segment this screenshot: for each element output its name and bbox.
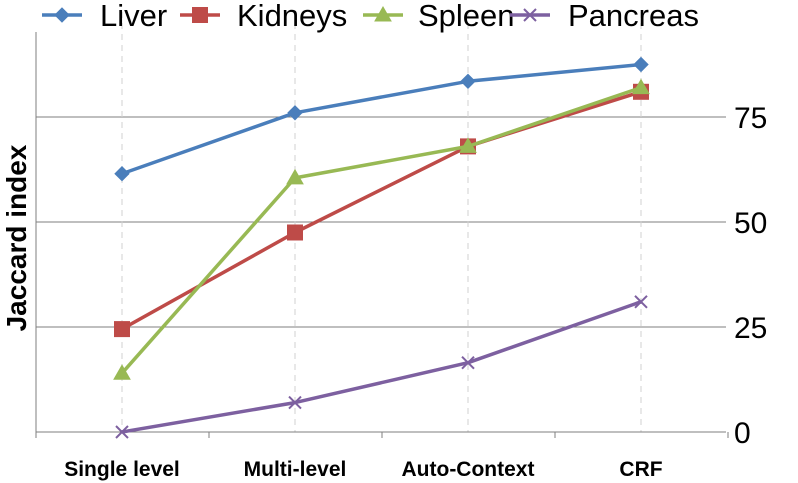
x-category-label-3: CRF <box>619 458 662 481</box>
legend-label-liver: Liver <box>100 0 167 33</box>
data-point-pancreas-3 <box>634 295 648 309</box>
series-layer <box>113 56 650 439</box>
legend-item-pancreas: Pancreas <box>510 0 699 33</box>
legend-label-spleen: Spleen <box>418 0 515 33</box>
data-point-spleen-3 <box>632 78 650 95</box>
y-tick-label-75: 75 <box>734 102 767 135</box>
data-point-liver-0 <box>114 165 130 182</box>
y-tick-label-50: 50 <box>734 207 767 240</box>
data-point-spleen-1 <box>286 168 304 185</box>
y-axis-label: Jaccard index <box>1 144 32 331</box>
series-kidneys <box>114 83 649 338</box>
legend-item-liver: Liver <box>42 0 167 33</box>
data-point-pancreas-0 <box>115 425 129 439</box>
legend-marker-kidneys <box>192 7 208 23</box>
x-category-labels: Single level Multi-level Auto-Context CRF <box>64 458 663 481</box>
y-tick-label-25: 25 <box>734 312 767 345</box>
series-line-pancreas <box>121 300 642 434</box>
legend-label-pancreas: Pancreas <box>568 0 699 33</box>
gridlines <box>36 12 726 432</box>
data-point-liver-1 <box>287 105 303 121</box>
data-point-spleen-0 <box>113 364 131 380</box>
series-line-kidneys <box>121 90 642 331</box>
legend: Liver Kidneys Spleen Pancreas <box>42 0 699 33</box>
legend-label-kidneys: Kidneys <box>237 0 347 33</box>
y-tick-label-0: 0 <box>734 417 751 450</box>
data-point-pancreas-1 <box>288 395 302 410</box>
legend-marker-pancreas <box>523 8 537 22</box>
series-line-spleen <box>120 85 642 375</box>
legend-marker-liver <box>54 7 70 23</box>
y-tick-labels: 0 25 50 75 <box>734 102 767 450</box>
legend-item-spleen: Spleen <box>363 0 515 33</box>
data-point-liver-3 <box>633 56 649 73</box>
legend-marker-spleen <box>374 5 392 22</box>
x-category-label-1: Multi-level <box>244 458 347 481</box>
data-point-kidneys-0 <box>114 321 130 338</box>
x-category-label-2: Auto-Context <box>402 458 535 481</box>
series-pancreas <box>115 295 648 439</box>
axes <box>35 32 729 438</box>
series-line-liver <box>121 62 642 176</box>
data-point-pancreas-2 <box>461 355 475 370</box>
data-point-liver-2 <box>460 73 476 90</box>
legend-item-kidneys: Kidneys <box>180 0 347 33</box>
series-spleen <box>113 78 650 380</box>
x-category-label-0: Single level <box>64 458 180 481</box>
series-liver <box>114 56 649 182</box>
data-point-kidneys-1 <box>287 224 303 241</box>
data-point-spleen-2 <box>459 137 477 153</box>
